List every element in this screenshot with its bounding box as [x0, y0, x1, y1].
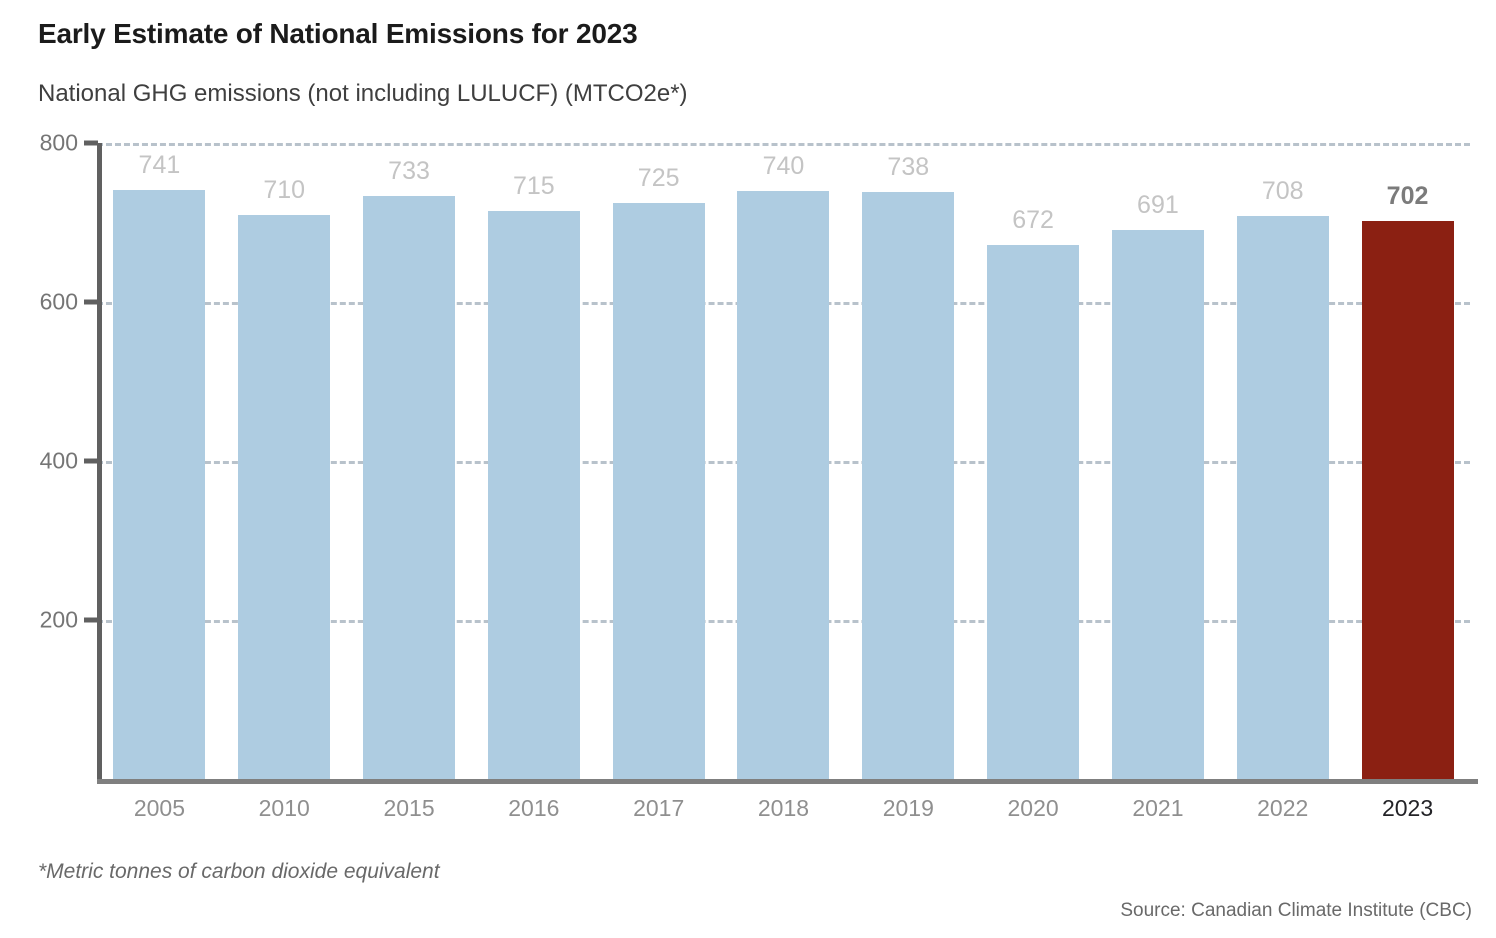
y-axis-line — [97, 143, 102, 779]
bar-slot-2010: 710 2010 — [222, 143, 347, 821]
y-tick-label-200: 200 — [39, 606, 78, 633]
bar-value-label-2015: 733 — [388, 157, 430, 186]
bar-slot-2023: 702 2023 — [1345, 143, 1470, 821]
bar-slot-2005: 741 2005 — [97, 143, 222, 821]
bars-container: 741 2005 710 2010 733 2015 715 2016 725 2017 740 20… — [97, 143, 1470, 821]
x-axis-label-2016: 2016 — [508, 795, 560, 821]
plot-area: 741 2005 710 2010 733 2015 715 2016 725 2017 740 20… — [40, 130, 1478, 821]
bar-2023 — [1361, 220, 1454, 779]
y-tick-label-400: 400 — [39, 447, 78, 474]
chart-title: Early Estimate of National Emissions for… — [38, 18, 638, 49]
bar-2022 — [1236, 216, 1329, 779]
bar-value-label-2021: 691 — [1137, 190, 1179, 219]
bar-slot-2015: 733 2015 — [347, 143, 472, 821]
bar-slot-2022: 708 2022 — [1220, 143, 1345, 821]
bar-slot-2020: 672 2020 — [971, 143, 1096, 821]
footnote: *Metric tonnes of carbon dioxide equival… — [38, 860, 440, 883]
bar-slot-2017: 725 2017 — [596, 143, 721, 821]
bar-2018 — [737, 190, 830, 779]
bar-slot-2021: 691 2021 — [1096, 143, 1221, 821]
bar-value-label-2005: 741 — [138, 150, 181, 179]
bar-2005 — [113, 189, 206, 779]
bar-value-label-2016: 715 — [512, 171, 555, 200]
bar-2019 — [862, 192, 955, 779]
bar-2017 — [612, 202, 705, 779]
x-axis-label-2010: 2010 — [258, 795, 310, 821]
x-axis-label-2005: 2005 — [133, 795, 185, 821]
y-tick-600 — [84, 299, 98, 305]
bar-slot-2018: 740 2018 — [721, 143, 846, 821]
bar-2016 — [487, 210, 580, 779]
bar-value-label-2010: 710 — [263, 175, 306, 204]
x-axis-label-2018: 2018 — [757, 795, 810, 821]
bar-value-label-2022: 708 — [1261, 177, 1304, 206]
x-axis-line — [97, 779, 1478, 784]
x-axis-label-2017: 2017 — [633, 795, 685, 821]
bar-value-label-2017: 725 — [637, 163, 680, 192]
x-axis-label-2022: 2022 — [1257, 795, 1309, 821]
chart-subtitle: National GHG emissions (not including LU… — [38, 80, 688, 107]
y-tick-label-800: 800 — [39, 129, 78, 156]
gridline-800 — [97, 143, 1470, 146]
bar-value-label-2020: 672 — [1012, 205, 1054, 234]
y-tick-200 — [84, 617, 98, 623]
bar-value-label-2019: 738 — [887, 153, 930, 182]
x-axis-label-2023: 2023 — [1381, 795, 1434, 821]
source-credit: Source: Canadian Climate Institute (CBC) — [1120, 900, 1472, 921]
x-axis-label-2015: 2015 — [383, 795, 435, 821]
bar-value-label-2023: 702 — [1386, 181, 1429, 210]
bar-value-label-2018: 740 — [762, 151, 805, 180]
bar-2020 — [987, 244, 1080, 779]
y-tick-800 — [84, 140, 98, 146]
bar-2015 — [363, 196, 456, 779]
bar-2021 — [1111, 229, 1204, 779]
bar-slot-2019: 738 2019 — [846, 143, 971, 821]
x-axis-label-2020: 2020 — [1007, 795, 1059, 821]
bar-2010 — [238, 214, 331, 779]
x-axis-label-2019: 2019 — [882, 795, 934, 821]
bar-slot-2016: 715 2016 — [471, 143, 596, 821]
y-tick-label-600: 600 — [39, 288, 78, 315]
x-axis-label-2021: 2021 — [1132, 795, 1184, 821]
y-tick-400 — [84, 458, 98, 464]
